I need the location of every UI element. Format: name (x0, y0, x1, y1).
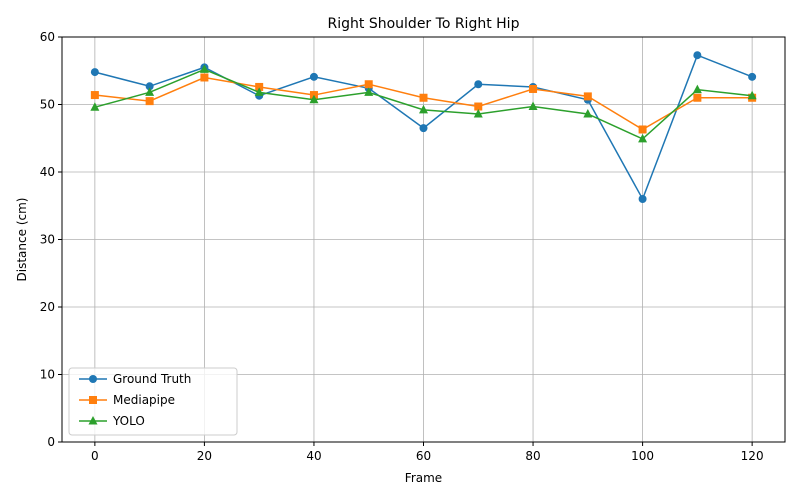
data-point-yolo (364, 87, 374, 96)
data-point-mediapipe (145, 97, 154, 106)
x-tick-label: 40 (306, 449, 321, 463)
legend-label: Mediapipe (113, 393, 175, 407)
series-layer (90, 51, 757, 203)
y-tick-label: 10 (40, 368, 55, 382)
data-point-yolo (528, 101, 538, 111)
data-point-ground-truth (638, 195, 647, 203)
data-point-yolo (692, 84, 702, 94)
x-axis-label: Frame (405, 471, 442, 485)
data-point-mediapipe (255, 82, 264, 91)
data-point-mediapipe (529, 84, 538, 93)
legend-box (68, 367, 238, 436)
legend-marker (88, 416, 98, 425)
data-point-yolo (90, 102, 100, 111)
legend-entry-mediapipe: Mediapipe (79, 393, 175, 407)
data-point-yolo (583, 108, 593, 118)
x-tick-label: 20 (197, 449, 212, 463)
legend-entry-yolo: YOLO (79, 414, 145, 428)
y-tick-label: 40 (40, 165, 55, 179)
data-point-yolo (419, 104, 428, 114)
y-tick-label: 50 (40, 98, 55, 112)
data-point-mediapipe (90, 91, 99, 100)
x-tick-label: 120 (741, 449, 764, 463)
y-tick-label: 30 (40, 233, 55, 247)
legend-label: YOLO (112, 414, 145, 428)
x-tick-label: 0 (91, 449, 99, 463)
data-point-ground-truth (90, 68, 99, 77)
x-tick-label: 100 (631, 449, 654, 463)
data-point-ground-truth (748, 72, 757, 81)
data-point-ground-truth (419, 124, 428, 133)
data-point-mediapipe (419, 93, 428, 102)
y-axis-label: Distance (cm) (15, 198, 29, 282)
data-point-yolo (145, 87, 155, 96)
series-yolo (90, 64, 757, 143)
x-tick-label: 80 (525, 449, 540, 463)
data-point-mediapipe (583, 92, 592, 101)
data-point-mediapipe (638, 125, 647, 134)
data-point-mediapipe (364, 80, 373, 89)
x-tick-label: 60 (416, 449, 431, 463)
data-point-ground-truth (474, 80, 483, 89)
y-tick-label: 60 (40, 30, 55, 44)
data-point-yolo (254, 87, 264, 96)
data-point-yolo (747, 90, 757, 100)
ticks: 0 20 40 60 80 100 120 0 10 20 30 40 50 60 (40, 30, 764, 463)
legend-entry-ground-truth: Ground Truth (79, 372, 191, 386)
legend: Ground Truth Mediapipe YOLO (68, 367, 238, 436)
data-point-yolo (473, 108, 483, 118)
y-tick-label: 0 (47, 435, 55, 449)
data-point-mediapipe (474, 102, 483, 111)
chart-title: Right Shoulder To Right Hip (328, 16, 520, 32)
data-point-mediapipe (200, 73, 209, 82)
data-point-yolo (309, 94, 319, 104)
data-point-yolo (638, 133, 648, 143)
legend-label: Ground Truth (113, 372, 191, 386)
data-point-mediapipe (693, 93, 702, 102)
legend-marker (89, 396, 97, 404)
y-tick-label: 20 (40, 300, 55, 314)
data-point-ground-truth (145, 82, 154, 91)
data-point-yolo (199, 64, 209, 73)
data-point-ground-truth (693, 51, 702, 60)
data-point-ground-truth (309, 72, 318, 81)
legend-marker (89, 375, 97, 383)
